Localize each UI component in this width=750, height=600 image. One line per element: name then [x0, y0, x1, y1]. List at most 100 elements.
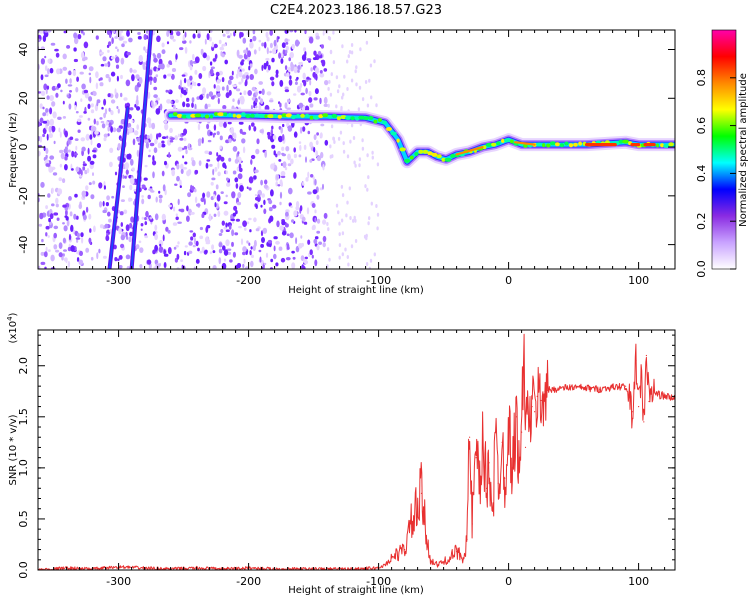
noise-speck: [175, 213, 178, 217]
noise-speck: [254, 105, 258, 109]
noise-speck: [213, 84, 216, 89]
noise-speck: [166, 63, 170, 68]
noise-speck: [48, 249, 51, 253]
noise-speck: [250, 105, 253, 111]
noise-speck: [135, 244, 140, 250]
noise-speck: [169, 139, 174, 143]
noise-speck: [296, 85, 302, 93]
noise-speck: [313, 50, 317, 56]
noise-speck: [79, 71, 84, 75]
noise-speck: [48, 166, 53, 173]
spectrogram-ytick-label: 20: [17, 91, 30, 105]
noise-speck: [45, 246, 48, 252]
noise-speck: [59, 131, 62, 138]
noise-speck: [71, 168, 74, 171]
ridge-peak: [281, 113, 288, 118]
noise-speck: [68, 70, 72, 75]
ridge-peak: [578, 141, 582, 146]
noise-speck: [163, 262, 167, 269]
noise-speck: [288, 79, 293, 86]
noise-speck: [161, 49, 166, 55]
noise-speck: [323, 212, 328, 219]
noise-speck: [371, 155, 374, 160]
noise-speck: [261, 42, 265, 47]
snr-frame: [37, 329, 676, 571]
noise-speck: [76, 257, 80, 262]
noise-speck: [273, 236, 278, 240]
ridge-peak: [386, 127, 392, 131]
noise-speck: [305, 177, 309, 182]
noise-speck: [168, 62, 173, 65]
noise-speck: [99, 82, 104, 87]
noise-speck: [338, 84, 341, 89]
noise-speck: [62, 204, 67, 208]
noise-speck: [214, 167, 218, 172]
noise-speck: [108, 122, 112, 128]
noise-speck: [316, 194, 320, 200]
ridge-peak: [622, 139, 629, 144]
ridge-peak: [431, 152, 438, 157]
noise-speck: [260, 98, 264, 105]
noise-speck: [92, 172, 94, 177]
noise-speck: [67, 149, 71, 153]
noise-speck: [376, 212, 380, 217]
ridge-peak: [250, 113, 255, 118]
noise-speck: [319, 97, 322, 105]
noise-speck: [132, 69, 137, 74]
noise-speck: [104, 108, 108, 115]
ridge-peak: [344, 116, 352, 120]
snr-point: [612, 386, 614, 388]
noise-speck: [222, 33, 226, 37]
noise-speck: [45, 147, 49, 154]
noise-speck: [231, 229, 235, 237]
noise-speck: [339, 130, 343, 135]
noise-speck: [81, 83, 86, 90]
noise-speck: [195, 258, 200, 264]
noise-speck: [326, 222, 329, 226]
noise-speck: [75, 215, 79, 220]
noise-speck: [199, 94, 204, 101]
noise-speck: [128, 236, 132, 243]
noise-speck: [160, 63, 165, 70]
noise-speck: [106, 30, 111, 35]
noise-speck: [155, 108, 161, 115]
noise-speck: [364, 80, 368, 84]
noise-speck: [88, 213, 92, 220]
noise-speck: [272, 204, 277, 209]
noise-speck: [307, 191, 312, 195]
noise-speck: [184, 31, 187, 38]
noise-speck: [163, 249, 166, 255]
snr-point: [508, 426, 510, 428]
noise-speck: [65, 78, 68, 84]
snr-point: [479, 492, 481, 494]
noise-speck: [77, 118, 82, 123]
noise-speck: [266, 91, 272, 96]
snr-point: [640, 375, 642, 377]
noise-speck: [269, 215, 274, 222]
noise-speck: [369, 258, 373, 263]
noise-speck: [120, 137, 123, 142]
noise-speck: [147, 91, 151, 99]
noise-speck: [327, 86, 330, 91]
noise-speck: [144, 235, 149, 239]
noise-speck: [335, 203, 339, 208]
ridge-peak: [312, 115, 320, 120]
noise-speck: [279, 191, 283, 199]
noise-speck: [275, 153, 278, 158]
noise-speck: [149, 133, 153, 141]
noise-speck: [189, 40, 192, 44]
noise-speck: [103, 185, 106, 190]
noise-speck: [300, 235, 303, 239]
noise-speck: [138, 54, 143, 63]
noise-speck: [367, 221, 370, 226]
noise-speck: [51, 203, 55, 207]
noise-speck: [63, 148, 68, 154]
noise-speck: [256, 138, 260, 145]
noise-speck: [290, 158, 294, 165]
noise-speck: [148, 122, 152, 129]
noise-speck: [307, 171, 310, 178]
noise-speck: [62, 53, 67, 60]
noise-speck: [282, 123, 285, 128]
noise-speck: [350, 50, 354, 55]
noise-speck: [212, 58, 217, 62]
